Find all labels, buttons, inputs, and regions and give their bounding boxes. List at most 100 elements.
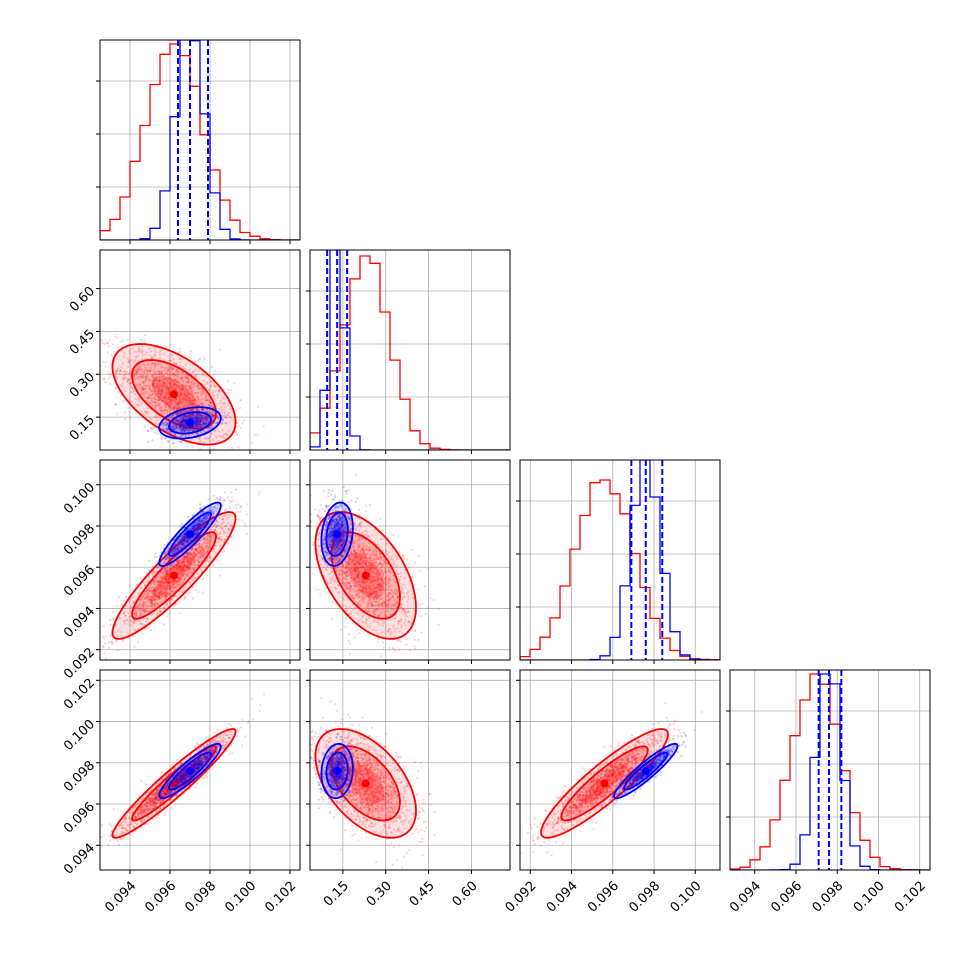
scatter-point: [204, 396, 207, 399]
scatter-point: [133, 612, 136, 615]
scatter-point: [153, 594, 157, 597]
scatter-point: [139, 603, 142, 606]
scatter-point: [187, 415, 190, 418]
scatter-point: [156, 585, 159, 588]
scatter-point: [183, 427, 186, 430]
scatter-point: [317, 588, 320, 592]
scatter-point: [201, 414, 204, 417]
scatter-point: [183, 390, 186, 393]
scatter-point: [155, 597, 158, 600]
scatter-point: [197, 387, 200, 390]
scatter-point: [151, 362, 155, 365]
scatter-point: [135, 370, 138, 373]
scatter-point: [185, 415, 188, 418]
scatter-point: [152, 376, 155, 379]
scatter-point: [159, 392, 162, 395]
scatter-point: [151, 428, 154, 431]
scatter-point: [160, 576, 163, 579]
scatter-point: [178, 537, 181, 541]
scatter-point: [203, 383, 206, 386]
scatter-point: [144, 375, 147, 378]
scatter-point: [191, 413, 194, 416]
scatter-point: [189, 429, 192, 432]
scatter-point: [168, 588, 171, 591]
scatter-point: [196, 394, 199, 398]
scatter-point: [178, 584, 181, 587]
scatter-point: [184, 434, 187, 437]
scatter-point: [206, 537, 209, 541]
scatter-point: [163, 381, 166, 385]
scatter-point: [203, 423, 206, 426]
scatter-point: [118, 372, 121, 375]
scatter-point: [181, 568, 185, 571]
scatter-point: [183, 578, 186, 581]
scatter-point: [157, 580, 160, 583]
scatter-point: [185, 380, 188, 383]
scatter-point: [194, 385, 197, 388]
scatter-point: [166, 377, 169, 380]
scatter-point: [142, 600, 145, 604]
scatter-point: [168, 585, 172, 588]
scatter-point: [164, 405, 167, 409]
scatter-point: [188, 413, 191, 416]
scatter-point: [176, 402, 179, 405]
scatter-point: [196, 559, 200, 562]
scatter-point: [157, 596, 160, 599]
scatter-point: [175, 374, 178, 377]
scatter-point: [184, 418, 187, 421]
scatter-point: [205, 415, 208, 418]
scatter-point: [190, 383, 193, 386]
scatter-point: [166, 601, 170, 604]
scatter-point: [180, 428, 183, 431]
scatter-point: [157, 403, 160, 406]
scatter-point: [180, 420, 183, 423]
scatter-point: [164, 550, 167, 554]
scatter-point: [139, 375, 142, 378]
scatter-point: [146, 391, 149, 394]
scatter-point: [191, 563, 195, 567]
scatter-point: [212, 508, 215, 511]
scatter-point: [192, 417, 195, 420]
scatter-point: [198, 414, 201, 417]
density-peak: [170, 390, 178, 399]
scatter-point: [150, 588, 153, 591]
scatter-point: [171, 380, 174, 383]
scatter-point: [127, 406, 130, 410]
scatter-point: [129, 382, 132, 385]
scatter-point: [176, 370, 179, 373]
scatter-point: [175, 426, 178, 429]
scatter-point: [168, 576, 171, 579]
scatter-point: [159, 591, 162, 594]
scatter-point: [207, 411, 210, 414]
scatter-point: [142, 375, 145, 378]
scatter-point: [136, 605, 139, 609]
scatter-point: [197, 385, 200, 388]
scatter-point: [158, 597, 161, 600]
scatter-point: [171, 565, 174, 568]
scatter-point: [150, 380, 154, 383]
scatter-point: [184, 419, 187, 422]
scatter-point: [186, 384, 189, 388]
scatter-point: [199, 419, 202, 423]
scatter-point: [137, 399, 140, 402]
scatter-point: [181, 419, 184, 423]
scatter-point: [128, 615, 131, 618]
scatter-point: [213, 421, 216, 425]
scatter-point: [172, 442, 175, 445]
scatter-point: [166, 588, 169, 591]
scatter-point: [161, 582, 164, 585]
scatter-point: [102, 652, 105, 655]
scatter-point: [183, 430, 186, 433]
density-peak: [186, 418, 194, 427]
scatter-point: [175, 567, 178, 571]
scatter-point: [173, 379, 176, 382]
scatter-point: [190, 390, 193, 393]
scatter-point: [126, 338, 129, 341]
scatter-point: [217, 533, 220, 536]
scatter-point: [195, 424, 198, 427]
scatter-point: [190, 570, 193, 574]
scatter-point: [165, 573, 168, 576]
scatter-point: [188, 415, 191, 418]
scatter-point: [114, 371, 118, 374]
scatter-point: [214, 435, 217, 438]
